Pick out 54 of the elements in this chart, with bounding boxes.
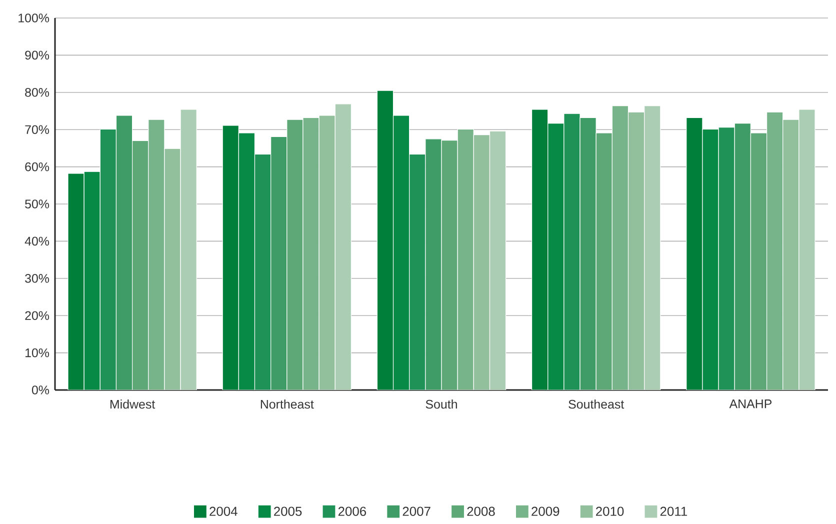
bar bbox=[580, 117, 596, 390]
bar bbox=[489, 130, 506, 390]
bar bbox=[148, 119, 165, 390]
bar bbox=[254, 154, 272, 390]
bar bbox=[798, 109, 816, 390]
bar bbox=[164, 148, 181, 390]
bar bbox=[409, 154, 426, 390]
legend-label: 2007 bbox=[402, 506, 430, 516]
x-tick-label: ANAHP bbox=[729, 400, 772, 408]
bar bbox=[132, 140, 149, 390]
bar bbox=[100, 128, 117, 390]
y-tick-label: 40% bbox=[24, 236, 50, 246]
bar bbox=[457, 128, 474, 390]
y-tick-label: 0% bbox=[32, 386, 50, 394]
legend-label: 2008 bbox=[467, 506, 495, 516]
y-tick-label: 100% bbox=[18, 14, 50, 22]
y-tick-label: 90% bbox=[25, 50, 50, 60]
legend-label: 2006 bbox=[338, 506, 366, 516]
legend-label: 2005 bbox=[274, 506, 302, 516]
y-tick-label: 20% bbox=[25, 311, 50, 320]
bar bbox=[116, 115, 133, 390]
legend-label: 2011 bbox=[660, 506, 687, 516]
legend-label: 2009 bbox=[532, 506, 560, 516]
bar bbox=[318, 115, 336, 390]
y-tick-label: 10% bbox=[26, 348, 50, 358]
bar bbox=[782, 119, 800, 390]
y-tick-label: 30% bbox=[25, 274, 50, 283]
bar bbox=[718, 127, 735, 390]
y-tick-label: 50% bbox=[25, 200, 50, 208]
y-tick-label: 60% bbox=[25, 162, 50, 172]
bar bbox=[564, 113, 580, 390]
bar bbox=[596, 132, 612, 390]
bar bbox=[734, 122, 752, 390]
bar bbox=[180, 109, 197, 390]
bar bbox=[286, 119, 304, 390]
legend-label: 2010 bbox=[596, 506, 624, 516]
bar bbox=[612, 105, 629, 390]
legend-label: 2004 bbox=[210, 506, 238, 516]
x-tick-label: Southeast bbox=[568, 400, 624, 409]
bar bbox=[425, 138, 442, 390]
y-tick-label: 70% bbox=[25, 125, 50, 134]
x-tick-label: Northeast bbox=[260, 400, 314, 409]
bar bbox=[766, 112, 784, 390]
bar bbox=[644, 105, 661, 390]
bar bbox=[334, 104, 352, 390]
bar bbox=[441, 140, 458, 390]
bar bbox=[628, 112, 645, 390]
y-tick-label: 80% bbox=[25, 88, 50, 97]
x-tick-label: Midwest bbox=[110, 400, 156, 409]
bar bbox=[473, 134, 490, 390]
bar bbox=[750, 132, 768, 390]
bar bbox=[270, 136, 288, 390]
x-tick-label: South bbox=[426, 400, 457, 409]
bar bbox=[302, 117, 320, 390]
